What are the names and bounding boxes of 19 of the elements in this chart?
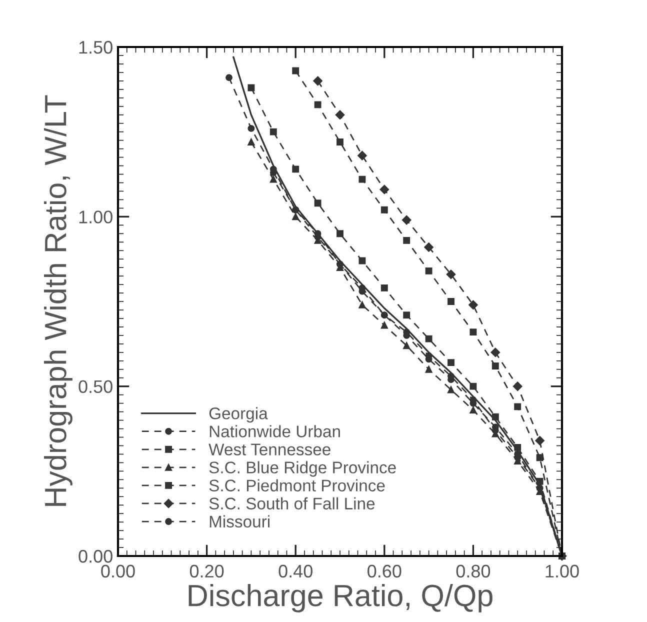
x-axis-title: Discharge Ratio, Q/Qp [188, 584, 492, 612]
y-tick-label: 1.50 [79, 40, 112, 54]
legend-label: S.C. Piedmont Province [209, 479, 385, 492]
legend-label: Nationwide Urban [210, 425, 340, 438]
x-tick-label: 0.40 [278, 564, 312, 578]
y-tick-label: 1.00 [79, 210, 112, 224]
y-axis-title: Hydrograph Width Ratio, W/LT [44, 95, 72, 506]
legend-label: S.C. Blue Ridge Province [209, 461, 396, 477]
x-tick-label: 0.60 [368, 564, 402, 578]
legend-label: Missouri [210, 515, 270, 528]
x-tick-label: 0.00 [101, 564, 135, 578]
y-tick-label: 0.00 [78, 550, 112, 563]
x-tick-label: 0.80 [456, 564, 490, 578]
x-tick-label: 1.00 [546, 564, 579, 578]
x-tick-label: 0.20 [190, 564, 224, 578]
legend-label: West Tennessee [208, 444, 330, 456]
y-tick-label: 0.50 [78, 380, 112, 394]
legend-label: Georgia [209, 407, 268, 423]
legend-label: S.C. South of Fall Line [209, 497, 375, 510]
